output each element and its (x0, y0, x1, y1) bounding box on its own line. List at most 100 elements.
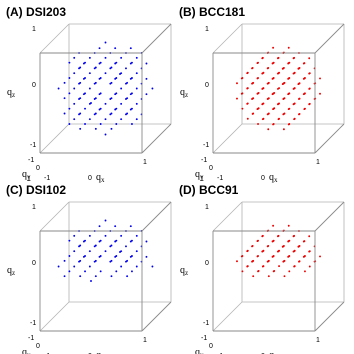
data-point (273, 92, 275, 94)
data-point (95, 128, 97, 130)
z-tick-label: -1 (30, 142, 36, 149)
data-point (111, 128, 113, 130)
data-point (84, 62, 86, 64)
data-point (111, 82, 113, 84)
data-point (84, 123, 86, 125)
y-tick-label: 0 (36, 165, 40, 172)
data-point (105, 103, 107, 105)
z-tick-label: -1 (203, 142, 209, 149)
data-point (294, 102, 296, 104)
data-point (115, 62, 117, 64)
y-axis-label: qy (22, 169, 31, 181)
data-point (84, 270, 86, 272)
data-point (273, 62, 275, 64)
data-point (79, 82, 81, 84)
y-tick-label: -1 (201, 157, 207, 164)
data-point (136, 235, 138, 237)
data-point (100, 77, 102, 79)
data-point (252, 275, 254, 277)
data-points (236, 47, 321, 130)
data-point (126, 275, 128, 277)
data-point (278, 87, 280, 89)
data-point (309, 88, 311, 90)
y-axis-label: qy (195, 169, 204, 181)
data-point (247, 250, 249, 252)
data-point (241, 77, 243, 79)
y-axis-label: qy (195, 347, 204, 354)
data-point (136, 250, 138, 252)
data-point (268, 113, 270, 115)
z-tick-label: 0 (32, 260, 36, 267)
data-point (288, 108, 290, 110)
data-point (111, 97, 113, 99)
data-point (125, 67, 127, 69)
data-point (247, 102, 249, 104)
data-point (84, 108, 86, 110)
data-point (130, 47, 132, 49)
data-point (90, 280, 92, 282)
data-point (304, 92, 306, 94)
data-point (299, 113, 301, 115)
data-point (293, 57, 295, 59)
data-point (304, 270, 306, 272)
data-point (258, 92, 260, 94)
data-point (111, 113, 113, 115)
data-point (73, 88, 75, 90)
data-point (115, 108, 117, 110)
data-point (262, 265, 264, 267)
box-edge (213, 24, 242, 53)
data-point (268, 260, 270, 262)
data-point (100, 240, 102, 242)
y-axis-label: qy (22, 347, 31, 354)
data-point (309, 103, 311, 105)
data-point (273, 240, 275, 242)
data-point (299, 67, 301, 69)
data-point (278, 118, 280, 120)
data-point (252, 113, 254, 115)
data-point (283, 245, 285, 247)
data-point (120, 235, 122, 237)
data-point (100, 123, 102, 125)
data-point (262, 102, 264, 104)
data-point (131, 92, 133, 94)
data-point (120, 103, 122, 105)
box-edge (40, 202, 69, 231)
z-axis-label: qz (180, 265, 188, 277)
y-tick-label: 0 (209, 165, 213, 172)
z-tick-label: -1 (203, 320, 209, 327)
data-point (257, 255, 259, 257)
data-point (84, 240, 86, 242)
data-point (136, 103, 138, 105)
data-point (146, 63, 148, 65)
data-point (257, 77, 259, 79)
data-point (247, 265, 249, 267)
data-point (125, 245, 127, 247)
data-point (64, 82, 66, 84)
data-point (258, 107, 260, 109)
z-axis-label: qz (7, 265, 15, 277)
data-point (95, 260, 97, 262)
data-point (288, 270, 290, 272)
data-point (68, 108, 70, 110)
x-tick-label: 1 (143, 159, 147, 166)
box-edge (142, 124, 171, 153)
data-point (294, 87, 296, 89)
data-point (304, 255, 306, 257)
data-point (288, 225, 290, 227)
y-tick-label: -1 (201, 335, 207, 342)
data-point (100, 108, 102, 110)
data-point (146, 78, 148, 80)
data-point (136, 72, 138, 74)
data-point (284, 82, 286, 84)
data-point (319, 93, 321, 95)
box-edge (40, 124, 69, 153)
data-point (111, 260, 113, 262)
box-edge (213, 302, 242, 331)
data-point (252, 97, 254, 99)
data-point (120, 72, 122, 74)
z-tick-label: 0 (205, 82, 209, 89)
data-point (79, 97, 81, 99)
data-point (288, 77, 290, 79)
data-point (79, 260, 81, 262)
